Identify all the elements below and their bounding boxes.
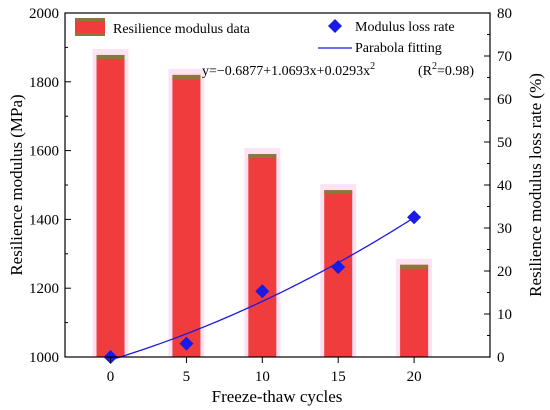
- data-point: [179, 336, 194, 351]
- y-right-tick-label: 40: [497, 178, 512, 194]
- fit-r2-prefix: (R: [418, 64, 433, 79]
- y-right-tick-label: 70: [497, 49, 512, 65]
- bar: [248, 154, 277, 357]
- fit-curve: [110, 217, 415, 361]
- y-right-tick-label: 50: [497, 135, 512, 151]
- y-right-tick-label: 60: [497, 92, 512, 108]
- fit-equation-exponent: 2: [370, 61, 375, 72]
- legend-label-fit: Parabola fitting: [355, 41, 442, 56]
- x-tick-label: 15: [331, 369, 346, 385]
- fit-equation-prefix: y=−0.6877+1.0693x+0.0293x: [202, 64, 370, 79]
- data-point: [255, 284, 270, 299]
- legend-bar-swatch-cap: [75, 18, 105, 21]
- bar-cap: [400, 264, 429, 269]
- y-axis-left-label: Resilience modulus (MPa): [7, 94, 26, 275]
- y-left-tick-label: 1800: [29, 75, 59, 91]
- legend-item-fit: Parabola fitting: [318, 41, 442, 56]
- fit-equation: y=−0.6877+1.0693x+0.0293x2 (R2=0.98): [202, 61, 474, 79]
- bar: [172, 74, 201, 358]
- bar: [96, 54, 125, 358]
- fit-r2-text: (R2=0.98): [418, 61, 474, 79]
- bar-cap: [324, 190, 353, 195]
- bar-cap: [96, 54, 125, 59]
- y-right-tick-label: 30: [497, 221, 512, 237]
- x-tick-label: 0: [107, 369, 115, 385]
- y-left-tick-label: 1000: [29, 350, 59, 366]
- y-left-tick-label: 1400: [29, 212, 59, 228]
- y-axis-right-label: Resilience modulus loss rate (%): [526, 73, 545, 297]
- bar: [400, 264, 429, 357]
- x-axis-label: Freeze-thaw cycles: [212, 387, 343, 406]
- data-point: [407, 210, 422, 225]
- bars-layer: [92, 48, 433, 358]
- legend-bar-swatch-base: [75, 33, 105, 36]
- legend-item-bars: Resilience modulus data: [75, 18, 251, 37]
- ticks-layer: 0 5 10 15 20 1000 1200 1400 1600 1800 2000 0 10 20 30 4…: [29, 6, 512, 385]
- legend-bar-swatch: [75, 18, 105, 36]
- fit-r2-suffix: =0.98): [437, 64, 474, 79]
- x-tick-label: 10: [255, 369, 270, 385]
- bar-cap: [172, 74, 201, 79]
- data-point: [331, 260, 346, 275]
- y-left-tick-label: 1600: [29, 144, 59, 160]
- bar-cap: [248, 154, 277, 159]
- legend-label-points: Modulus loss rate: [355, 20, 455, 35]
- legend: Resilience modulus data Modulus loss rat…: [75, 18, 455, 56]
- y-left-tick-label: 1200: [29, 281, 59, 297]
- fit-layer: [110, 217, 415, 361]
- legend-item-points: Modulus loss rate: [328, 19, 455, 35]
- fit-equation-text: y=−0.6877+1.0693x+0.0293x2: [202, 61, 375, 79]
- y-right-tick-label: 10: [497, 307, 512, 323]
- fit-r2-exponent: 2: [432, 61, 437, 72]
- x-tick-label: 5: [183, 369, 191, 385]
- y-right-tick-label: 80: [497, 6, 512, 22]
- points-layer: [103, 210, 422, 364]
- y-right-tick-label: 0: [497, 350, 505, 366]
- y-right-tick-label: 20: [497, 264, 512, 280]
- legend-label-bars: Resilience modulus data: [113, 22, 251, 37]
- y-left-tick-label: 2000: [29, 6, 59, 22]
- legend-diamond-icon: [328, 19, 342, 33]
- x-tick-label: 20: [407, 369, 422, 385]
